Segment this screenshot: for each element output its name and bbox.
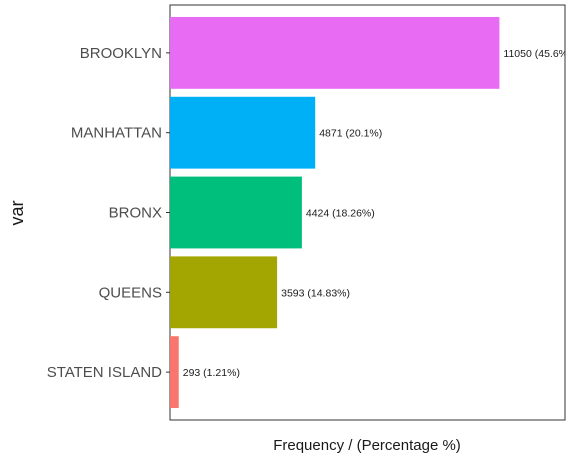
category-label-staten-island: STATEN ISLAND — [47, 364, 162, 381]
bar-brooklyn — [170, 16, 500, 89]
data-labels-group: 11050 (45.6% 4871 (20.1%) 4424 (18.26%) 359… — [183, 48, 568, 379]
data-label-manhattan: 4871 (20.1%) — [319, 128, 382, 140]
y-axis-title: var — [7, 200, 27, 225]
bars-group — [170, 16, 500, 409]
bar-queens — [170, 256, 278, 329]
x-axis-title: Frequency / (Percentage %) — [273, 437, 461, 454]
data-label-bronx: 4424 (18.26%) — [306, 208, 375, 220]
category-labels-group: BROOKLYN MANHATTAN BRONX QUEENS STATEN ISLAN… — [47, 45, 162, 381]
data-label-brooklyn: 11050 (45.6% — [503, 48, 568, 60]
data-label-queens: 3593 (14.83%) — [281, 287, 350, 299]
category-label-queens: QUEENS — [99, 284, 162, 301]
data-label-staten-island: 293 (1.21%) — [183, 367, 240, 379]
bar-bronx — [170, 176, 302, 249]
category-label-manhattan: MANHATTAN — [71, 125, 162, 142]
bar-manhattan — [170, 96, 316, 169]
y-ticks-group — [166, 52, 170, 373]
category-label-bronx: BRONX — [109, 205, 162, 222]
category-label-brooklyn: BROOKLYN — [80, 45, 162, 62]
bar-staten-island — [170, 336, 179, 409]
